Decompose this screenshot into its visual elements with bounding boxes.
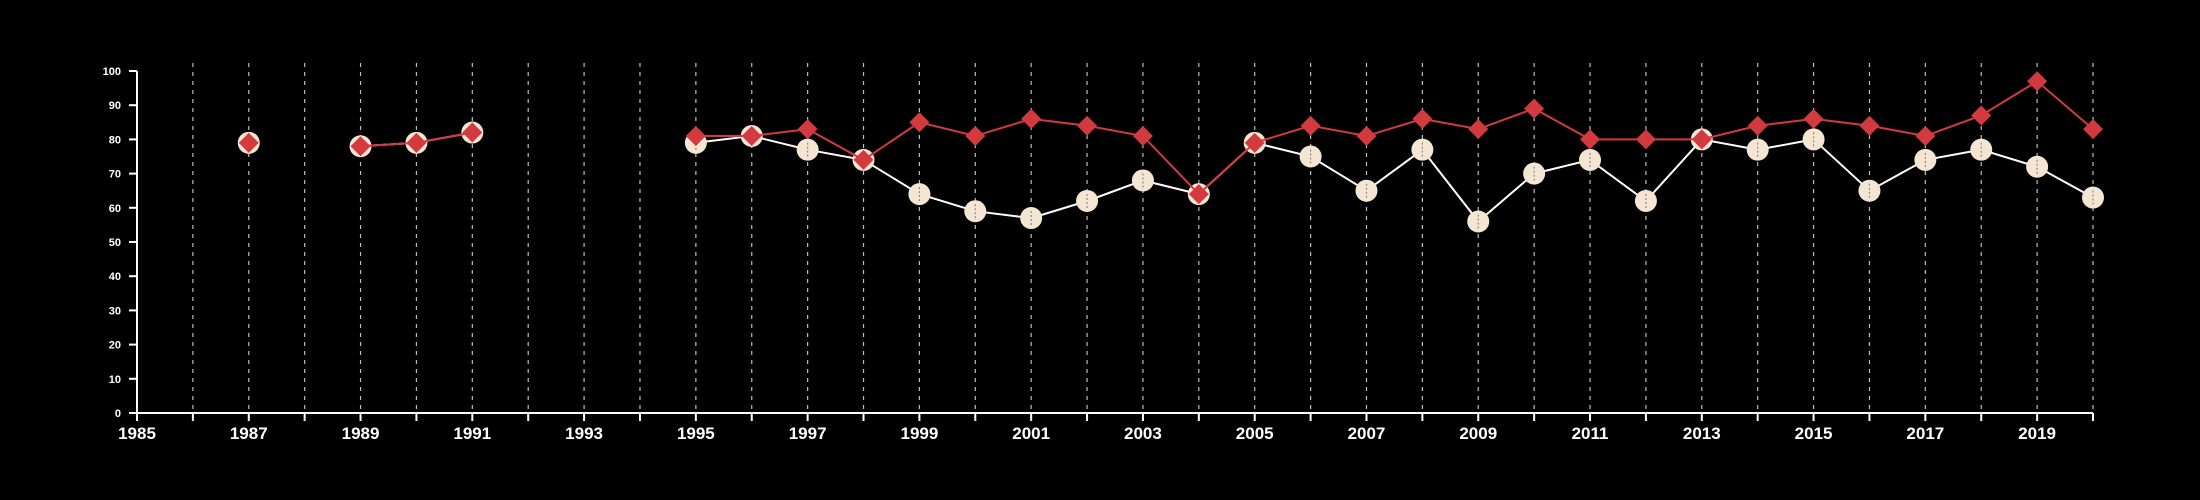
data-point: [1914, 148, 1937, 171]
data-point: [462, 122, 483, 143]
data-point: [2082, 186, 2104, 209]
data-point: [908, 183, 931, 206]
data-point: [797, 119, 818, 140]
data-point: [2026, 155, 2049, 178]
x-tick-label: 2005: [1236, 424, 1274, 443]
data-point: [1915, 125, 1936, 146]
y-tick-label: 40: [109, 271, 121, 283]
data-point: [1634, 189, 1657, 212]
data-point: [964, 200, 987, 223]
data-point: [1524, 98, 1545, 119]
y-tick-label: 70: [109, 169, 121, 181]
data-point: [1803, 108, 1824, 129]
data-point: [1412, 108, 1433, 129]
data-point: [1076, 189, 1099, 212]
data-point: [1299, 145, 1322, 168]
data-point: [1580, 129, 1601, 150]
series-diamond: [238, 71, 2103, 205]
data-point: [1077, 115, 1098, 136]
data-point: [238, 132, 259, 153]
data-point: [1635, 129, 1656, 150]
y-tick-label: 0: [115, 408, 121, 420]
y-tick-label: 90: [109, 100, 121, 112]
x-tick-label: 1987: [230, 424, 268, 443]
data-point: [741, 125, 762, 146]
vertical-grid: [192, 63, 2094, 413]
data-point: [2083, 119, 2103, 140]
y-tick-label: 100: [103, 66, 121, 78]
data-point: [1356, 125, 1377, 146]
data-point: [1858, 179, 1881, 202]
data-point: [1802, 128, 1825, 151]
data-point: [1467, 210, 1490, 233]
data-point: [1131, 169, 1154, 192]
data-point: [1132, 125, 1153, 146]
data-point: [1020, 207, 1043, 230]
data-point: [406, 132, 427, 153]
data-point: [2027, 71, 2048, 92]
x-tick-label: 1995: [677, 424, 715, 443]
x-tick-label: 2015: [1795, 424, 1833, 443]
y-tick-label: 10: [109, 374, 121, 386]
y-tick-label: 80: [109, 134, 121, 146]
x-tick-label: 2003: [1124, 424, 1162, 443]
x-tick-label: 1991: [453, 424, 491, 443]
data-point: [1579, 148, 1602, 171]
y-tick-label: 60: [109, 203, 121, 215]
x-tick-label: 1999: [900, 424, 938, 443]
x-tick-label: 1985: [118, 424, 156, 443]
data-point: [1970, 138, 1993, 161]
x-tick-label: 1997: [789, 424, 827, 443]
x-tick-label: 2013: [1683, 424, 1721, 443]
data-point: [1411, 138, 1434, 161]
x-tick-label: 2017: [1906, 424, 1944, 443]
y-tick-label: 20: [109, 340, 121, 352]
axes: 1985 1987 1989 1991 1993 1995 1997 1999 2001 2003…: [103, 66, 2094, 443]
data-point: [1021, 108, 1042, 129]
data-point: [1244, 132, 1265, 153]
x-tick-label: 2007: [1348, 424, 1386, 443]
x-tick-label: 1989: [342, 424, 380, 443]
data-point: [1746, 138, 1769, 161]
data-point: [1468, 119, 1489, 140]
data-point: [1971, 105, 1992, 126]
data-point: [685, 125, 706, 146]
data-point: [1691, 129, 1712, 150]
data-point: [350, 136, 371, 157]
data-point: [1523, 162, 1546, 185]
x-tick-label: 1993: [565, 424, 603, 443]
x-tick-label: 2009: [1459, 424, 1497, 443]
y-tick-label: 30: [109, 305, 121, 317]
data-point: [796, 138, 819, 161]
data-point: [1747, 115, 1768, 136]
x-tick-label: 2011: [1572, 424, 1609, 443]
data-point: [1188, 184, 1209, 205]
data-point: [853, 149, 874, 170]
data-point: [1355, 179, 1378, 202]
data-point: [909, 112, 930, 133]
data-point: [1300, 115, 1321, 136]
x-tick-label: 2001: [1012, 424, 1050, 443]
x-tick-label: 2019: [2018, 424, 2056, 443]
series-line: [695, 80, 2094, 196]
series-layer: [237, 71, 2104, 233]
data-point: [1859, 115, 1880, 136]
data-point: [965, 125, 986, 146]
y-tick-label: 50: [109, 237, 121, 249]
